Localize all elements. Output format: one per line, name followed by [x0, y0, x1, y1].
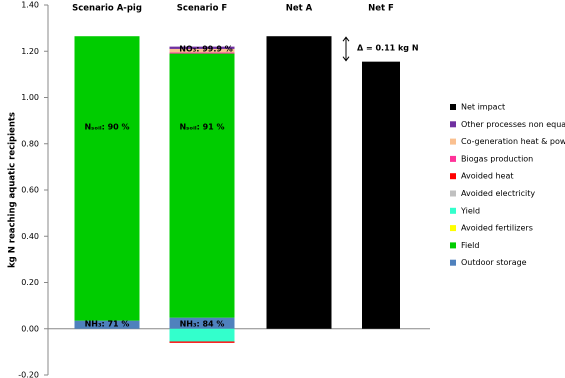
- legend-label: Avoided fertilizers: [461, 224, 533, 233]
- bar-segment: [362, 61, 400, 329]
- y-tick-label: 0.40: [21, 232, 39, 241]
- bar-segment: [169, 341, 235, 343]
- legend-swatch: [450, 121, 456, 128]
- annotation: Nₛₒᵢₗ: 91 %: [179, 123, 224, 132]
- annotation: NH₃: 84 %: [180, 320, 225, 329]
- delta-arrowhead: [342, 36, 350, 42]
- y-tick-label: 1.00: [21, 93, 39, 102]
- y-tick-label: 1.20: [21, 47, 39, 56]
- legend-swatch: [450, 225, 456, 232]
- y-axis-label: kg N reaching aquatic recipients: [8, 112, 18, 268]
- legend-label: Yield: [460, 206, 480, 215]
- legend-label: Avoided electricity: [461, 189, 535, 198]
- annotation: NO₃: 99.9 %: [179, 45, 233, 54]
- bar-segment: [169, 328, 235, 342]
- legend-swatch: [450, 138, 456, 145]
- y-tick-label: 0.60: [21, 186, 39, 195]
- category-label: Scenario A-pig: [72, 4, 142, 14]
- y-tick-label: 1.40: [21, 1, 39, 10]
- bar-segment: [74, 320, 140, 329]
- delta-arrowhead: [342, 56, 350, 62]
- bar-segment: [266, 36, 332, 329]
- y-tick-label: 0.00: [21, 324, 39, 333]
- legend-label: Co-generation heat & power: [461, 137, 565, 146]
- legend-label: Net impact: [461, 103, 505, 112]
- legend-swatch: [450, 173, 456, 180]
- annotation: NH₃: 71 %: [85, 320, 130, 329]
- bar-segment: [169, 48, 235, 53]
- y-tick-label: 0.80: [21, 139, 39, 148]
- bar-segment: [169, 46, 235, 49]
- legend-swatch: [450, 155, 456, 162]
- annotation: Nₛₒᵢₗ: 90 %: [84, 123, 129, 132]
- legend-label: Avoided heat: [461, 172, 514, 181]
- legend-label: Outdoor storage: [461, 258, 527, 267]
- legend-label: Field: [461, 241, 479, 250]
- legend-swatch: [450, 259, 456, 266]
- legend-swatch: [450, 207, 456, 214]
- legend-swatch: [450, 242, 456, 249]
- legend-label: Other processes non equal: [461, 120, 565, 129]
- bar-segment: [74, 36, 140, 321]
- bar-segment: [169, 53, 235, 318]
- y-tick-label: 0.20: [21, 278, 39, 287]
- category-label: Net A: [286, 4, 313, 14]
- bar-segment: [169, 52, 235, 54]
- annotation: Δ = 0.11 kg N: [357, 44, 419, 53]
- category-label: Net F: [368, 4, 394, 14]
- legend-swatch: [450, 104, 456, 110]
- legend-swatch: [450, 190, 456, 197]
- category-label: Scenario F: [177, 4, 228, 14]
- bar-segment: [169, 317, 235, 329]
- y-tick-label: -0.20: [18, 371, 39, 378]
- legend-label: Biogas production: [461, 154, 533, 163]
